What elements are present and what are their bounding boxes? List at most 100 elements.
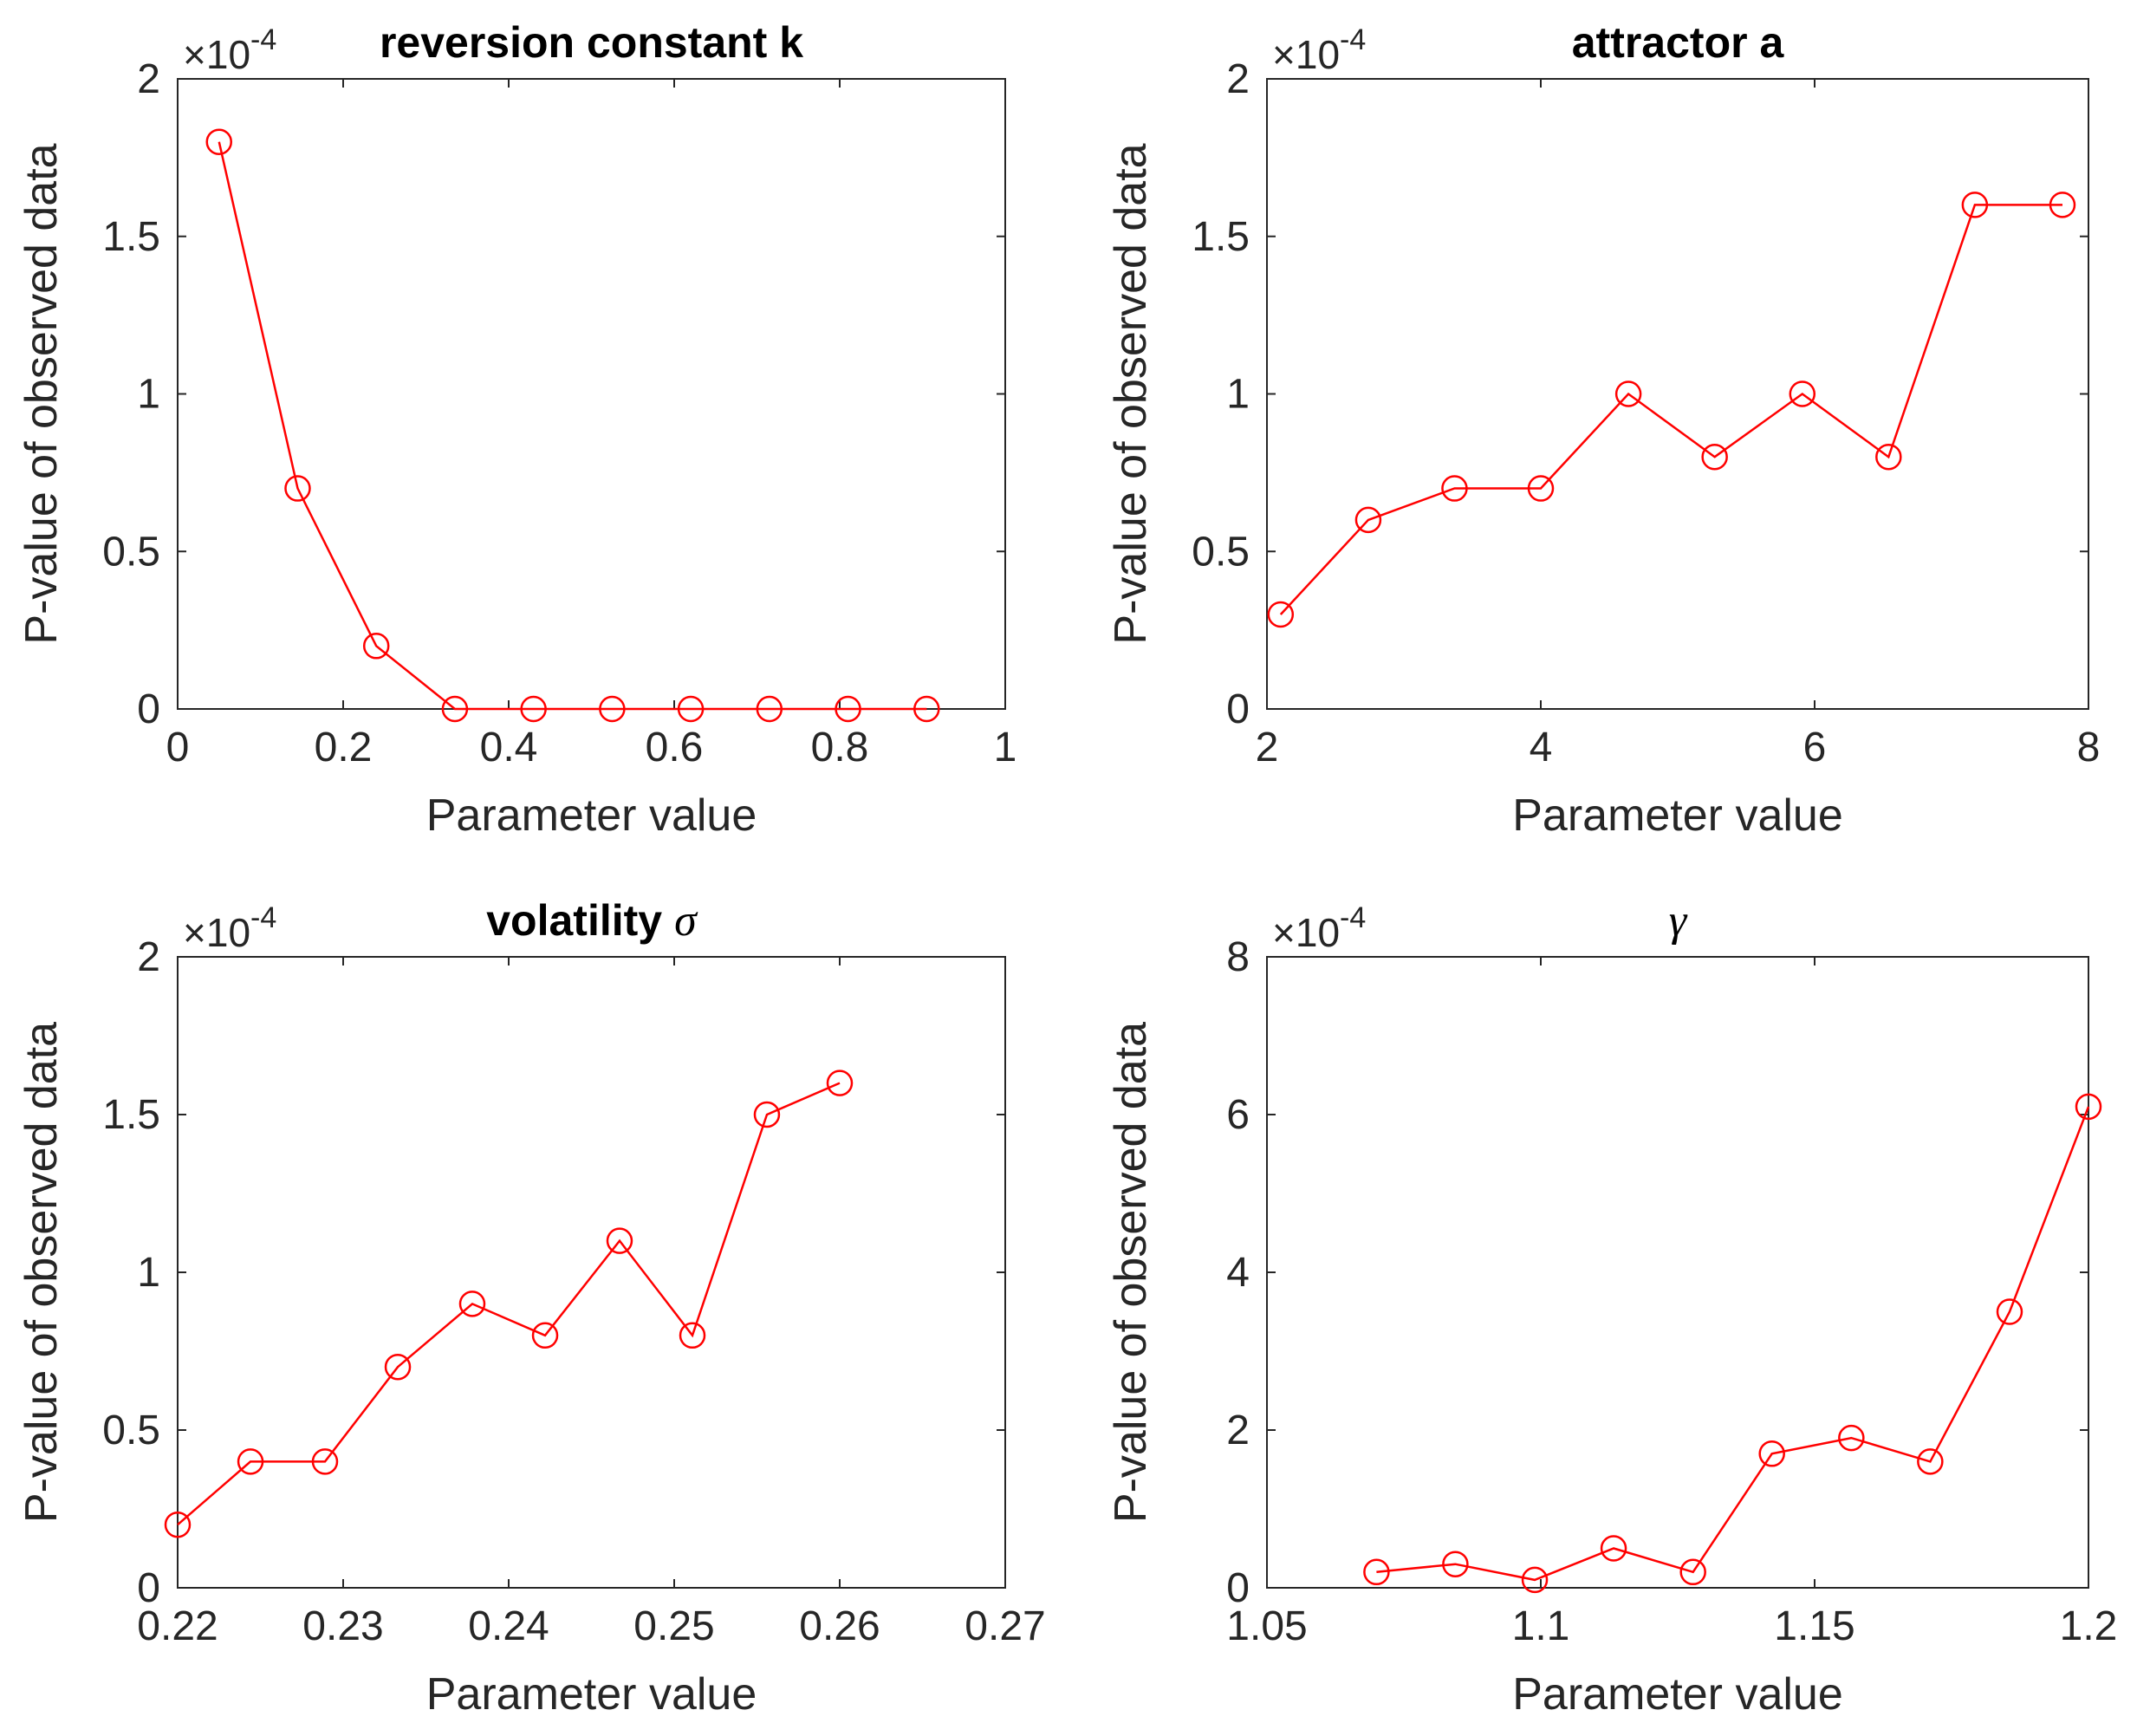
data-point [1701, 443, 1728, 471]
data-point [1838, 1424, 1865, 1452]
data-point [756, 695, 783, 723]
x-axis-label: Parameter value [1512, 790, 1843, 841]
series-line [177, 1082, 841, 1526]
y-axis-label: P-value of observed data [1106, 143, 1156, 644]
y-axis-label: P-value of observed data [1106, 1022, 1156, 1523]
data-point [1614, 380, 1642, 407]
chart-title: attractor a [1572, 18, 1785, 67]
y-tick-label: 0.5 [102, 529, 160, 575]
subplot-3: 0.22 0.23 0.24 0.25 0.26 0.27 0 0.5 1 1.5 2 ×10-4 vo… [16, 896, 1046, 1720]
data-point [1267, 601, 1295, 628]
data-point [362, 633, 390, 660]
y-tick-label: 6 [1226, 1092, 1250, 1138]
data-point [1441, 475, 1468, 502]
exponent-label: ×10-4 [1272, 23, 1366, 77]
y-tick-label: 4 [1226, 1250, 1250, 1296]
x-tick-label: 0.25 [633, 1603, 714, 1649]
y-tick-label: 1 [1226, 372, 1250, 418]
y-axis-label: P-value of observed data [16, 1022, 67, 1523]
subplot-2: 2 4 6 8 0 0.5 1 1.5 2 ×10-4 attractor a Parameter v… [1106, 18, 2100, 841]
y-tick-label: 1.5 [1192, 214, 1250, 260]
y-tick-label: 2 [1226, 1408, 1250, 1453]
data-point [835, 695, 861, 723]
y-tick-label: 1.5 [102, 1092, 160, 1138]
data-point [458, 1291, 486, 1317]
x-tick-label: 1.2 [2060, 1603, 2118, 1649]
data-point [606, 1227, 633, 1254]
series-line [1376, 1106, 2090, 1582]
data-point [1600, 1535, 1627, 1562]
x-tick-label: 4 [1530, 725, 1553, 770]
x-tick-label: 0.24 [468, 1603, 549, 1649]
chart-title: volatility σ [486, 896, 698, 946]
data-point [1679, 1558, 1706, 1586]
y-tick-label: 0.5 [1192, 529, 1250, 575]
y-tick-label: 1 [137, 372, 160, 418]
x-tick-label: 1 [994, 725, 1017, 770]
x-tick-label: 0.26 [799, 1603, 880, 1649]
y-tick-label: 2 [1226, 56, 1250, 102]
exponent-label: ×10-4 [1272, 901, 1366, 955]
data-point [1961, 192, 1989, 218]
subplot-grid: 0 0.2 0.4 0.6 0.8 1 0 0.5 1 1.5 2 ×10-4 reversion co… [16, 18, 2117, 1720]
data-point [1354, 506, 1382, 534]
x-axis-label: Parameter value [426, 790, 757, 841]
exponent-label: ×10-4 [183, 901, 276, 955]
series-line [1279, 204, 2062, 615]
x-tick-label: 0 [166, 725, 190, 770]
data-point [311, 1448, 339, 1475]
x-tick-label: 2 [1256, 725, 1279, 770]
y-tick-label: 0.5 [102, 1408, 160, 1453]
data-point [1875, 443, 1902, 471]
data-point [384, 1353, 412, 1381]
y-tick-label: 2 [137, 56, 160, 102]
x-axis-label: Parameter value [426, 1669, 757, 1720]
x-tick-label: 0.27 [965, 1603, 1045, 1649]
x-tick-label: 1.1 [1512, 1603, 1570, 1649]
x-tick-label: 1.05 [1226, 1603, 1307, 1649]
data-point [1758, 1440, 1785, 1467]
data-point [441, 695, 469, 723]
data-point [679, 1322, 706, 1349]
x-tick-label: 0.2 [315, 725, 373, 770]
chart-title: reversion constant k [380, 18, 803, 67]
data-point [913, 695, 940, 723]
y-tick-label: 0 [137, 1565, 160, 1611]
data-point [205, 128, 232, 155]
data-point [164, 1511, 192, 1538]
subplot-1: 0 0.2 0.4 0.6 0.8 1 0 0.5 1 1.5 2 ×10-4 reversion co… [16, 18, 1017, 841]
y-tick-label: 0 [137, 686, 160, 732]
x-tick-label: 6 [1803, 725, 1827, 770]
y-tick-label: 8 [1226, 934, 1250, 980]
data-point [753, 1101, 781, 1128]
x-axis-label: Parameter value [1512, 1669, 1843, 1720]
x-tick-label: 0.4 [480, 725, 538, 770]
data-point [1917, 1448, 1944, 1475]
data-point [2075, 1093, 2102, 1121]
exponent-label: ×10-4 [183, 23, 276, 77]
subplot-4: 1.05 1.1 1.15 1.2 0 2 4 6 8 ×10-4 γ Parameter value… [1106, 896, 2117, 1720]
y-tick-label: 1 [137, 1250, 160, 1296]
x-tick-label: 0.8 [811, 725, 869, 770]
x-tick-label: 8 [2077, 725, 2101, 770]
data-point [1442, 1551, 1469, 1577]
data-point [599, 695, 626, 723]
data-point [677, 695, 705, 723]
data-point [1363, 1558, 1390, 1586]
y-tick-label: 2 [137, 934, 160, 980]
data-point [826, 1070, 854, 1096]
data-point [1789, 380, 1816, 407]
data-point [520, 695, 547, 723]
x-tick-label: 1.15 [1774, 1603, 1854, 1649]
data-point [531, 1322, 559, 1349]
data-point [2049, 192, 2076, 218]
data-point [284, 475, 311, 502]
chart-title: γ [1669, 896, 1688, 946]
y-tick-label: 0 [1226, 686, 1250, 732]
x-tick-label: 0.22 [137, 1603, 218, 1649]
data-point [1996, 1298, 2023, 1325]
x-tick-label: 0.6 [646, 725, 704, 770]
series-line [218, 141, 927, 711]
